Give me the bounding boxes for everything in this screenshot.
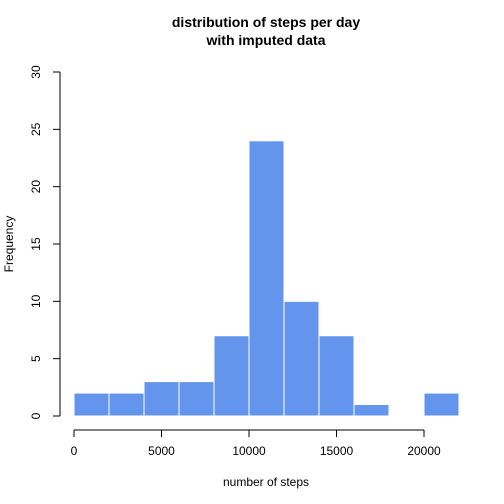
y-tick-label: 10 xyxy=(29,294,43,308)
x-tick-label: 15000 xyxy=(320,444,354,458)
histogram-bar xyxy=(73,392,110,417)
histogram-bar xyxy=(143,381,180,417)
histogram-bar xyxy=(283,300,320,417)
y-tick-label: 15 xyxy=(29,237,43,251)
chart-title-line-1: distribution of steps per day xyxy=(172,14,360,30)
histogram-bar xyxy=(108,392,145,417)
y-axis-label: Frequency xyxy=(2,216,16,273)
histogram-bar xyxy=(178,381,215,417)
histogram-bar xyxy=(318,335,355,417)
x-tick-label: 0 xyxy=(71,444,78,458)
y-tick-label: 5 xyxy=(29,355,43,362)
y-tick-label: 25 xyxy=(29,122,43,136)
y-tick-label: 0 xyxy=(29,412,43,419)
histogram-bar xyxy=(248,140,285,417)
chart-title-line-2: with imputed data xyxy=(206,32,326,48)
histogram-bar xyxy=(423,392,460,417)
y-tick-label: 30 xyxy=(29,65,43,79)
x-tick-label: 20000 xyxy=(407,444,441,458)
histogram-bar xyxy=(213,335,250,417)
bars-group xyxy=(73,140,460,417)
y-tick-label: 20 xyxy=(29,180,43,194)
x-tick-label: 10000 xyxy=(232,444,266,458)
y-axis: 0 5 10 15 20 25 30 xyxy=(29,65,61,419)
x-axis: 0 5000 10000 15000 20000 xyxy=(71,429,441,458)
x-axis-label: number of steps xyxy=(223,475,309,489)
x-tick-label: 5000 xyxy=(148,444,175,458)
histogram-bar xyxy=(353,404,390,417)
